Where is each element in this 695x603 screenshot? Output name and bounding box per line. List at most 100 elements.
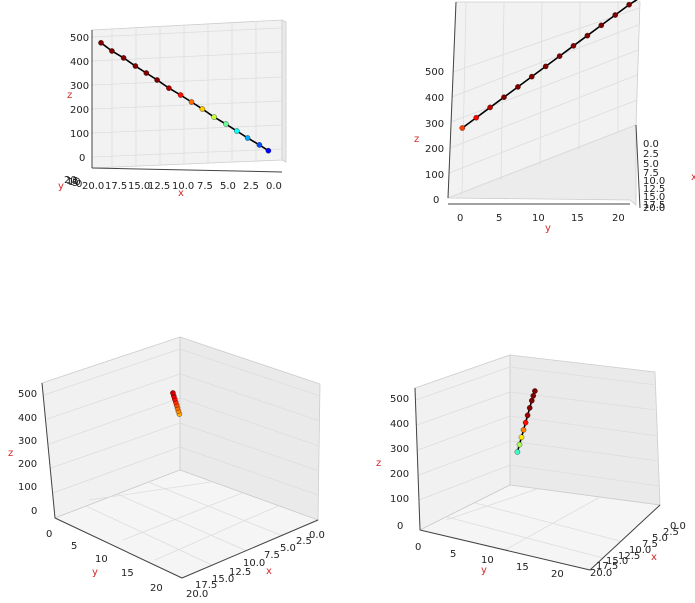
z-tick-label: 200 [18,459,37,470]
x-axis-line [181,519,319,579]
x-axis-line [91,167,283,173]
z-tick-label: 300 [18,436,37,447]
x-tick-label: 7.5 [642,539,658,550]
x-tick-label: 15.0 [212,574,234,585]
scatter-point [532,388,538,394]
x-tick-label: 15.0 [643,192,665,203]
trajectory-line [100,42,269,152]
x-tick-label: 5.0 [643,159,659,170]
x-tick-label: 5.0 [652,533,668,544]
scatter-point [529,397,535,404]
y-tick-label: 5 [71,541,77,552]
grid-lines [415,366,660,559]
z-tick-label: 500 [425,67,444,78]
scatter-point [177,92,184,98]
y-axis-line [54,517,183,579]
x-tick-label: 2.5 [663,527,679,538]
y-tick-label: 15 [516,562,529,573]
data-marks [514,388,538,455]
x-tick-label: 0.0 [643,139,659,150]
scatter-point [132,63,139,69]
scatter-point [524,412,531,419]
x-tick-label: 2.5 [296,536,312,547]
data-marks [170,390,183,417]
scatter-point [234,128,240,134]
z-axis-line [414,387,421,531]
z-tick-label: 500 [18,389,37,400]
y-tick-label: 10 [532,213,545,224]
x-axis-label: x [691,172,695,183]
z-tick-label: 100 [390,494,409,505]
y-axis-label: y [58,181,64,192]
scatter-point [518,434,525,441]
y-tick-label: 0 [76,179,82,190]
scatter-point [166,85,172,91]
x-tick-label: 20.0 [82,181,104,192]
z-axis-label: z [376,458,381,469]
y-tick-label: 20 [551,569,564,580]
y-tick-label: 5 [450,549,456,560]
y-axis-line [419,529,591,571]
x-tick-label: 12.5 [148,181,170,192]
scatter-point [515,84,521,90]
scatter-point [526,405,533,411]
scatter-point [570,43,577,49]
scatter-point [584,32,591,39]
x-tick-label: 7.5 [264,550,280,561]
z-tick-label: 300 [70,81,89,92]
y-axis-label: y [92,567,98,578]
pane-side [281,19,287,163]
z-tick-label: 400 [70,57,89,68]
x-tick-label: 5.0 [280,543,296,554]
x-tick-label: 10.0 [643,176,665,187]
subplot-bottom-right: 500 400 300 200 100 0 0 5 10 15 20 0.0 2… [376,354,686,580]
scatter-point [612,12,618,18]
scatter-point [154,77,160,83]
x-tick-label: 12.5 [618,551,640,562]
x-tick-label: 0.0 [266,181,282,192]
y-tick-label: 15 [571,213,584,224]
z-tick-label: 0 [31,506,37,517]
x-axis-label: x [266,566,272,577]
scatter-point [188,99,195,105]
x-tick-label: 20.0 [186,589,208,600]
scatter-point [120,55,127,61]
scatter-point [170,390,176,396]
y-tick-label: 20 [64,175,77,186]
x-tick-label: 7.5 [197,181,213,192]
z-tick-label: 400 [390,419,409,430]
z-tick-label: 500 [70,33,89,44]
x-tick-label: 12.5 [229,567,251,578]
trajectory-line [461,0,638,129]
z-tick-label: 500 [390,394,409,405]
y-axis-label: y [545,223,551,234]
y-tick-label: 5 [72,178,78,189]
z-tick-label: 300 [425,119,444,130]
z-tick-label: 200 [390,469,409,480]
subplot-top-right: 0 100 200 300 400 500 0 5 10 15 20 0.0 2… [414,0,695,234]
data-marks [459,0,638,131]
z-tick-label: 0 [397,521,403,532]
y-tick-label: 15 [66,176,79,187]
scatter-point [265,147,272,154]
scatter-point [556,53,563,59]
z-tick-label: 400 [18,413,37,424]
data-marks [98,40,272,154]
scatter-point [514,449,521,455]
scatter-point [626,1,632,8]
y-tick-label: 10 [95,554,108,565]
z-tick-label: 300 [390,444,409,455]
x-axis-line [589,504,661,571]
grid-lines [447,1,640,199]
subplot-top-left: 500 400 300 200 100 0 20.0 17.5 15.0 12.… [58,19,287,199]
x-tick-label: 17.5 [643,200,665,211]
x-tick-label: 17.5 [105,181,127,192]
x-tick-label: 20.0 [590,568,612,579]
scatter-point [529,73,535,80]
x-tick-label: 10.0 [172,181,194,192]
z-axis-label: z [8,448,13,459]
scatter-point [487,104,493,111]
x-tick-label: 2.5 [643,149,659,160]
scatter-point [223,121,229,127]
